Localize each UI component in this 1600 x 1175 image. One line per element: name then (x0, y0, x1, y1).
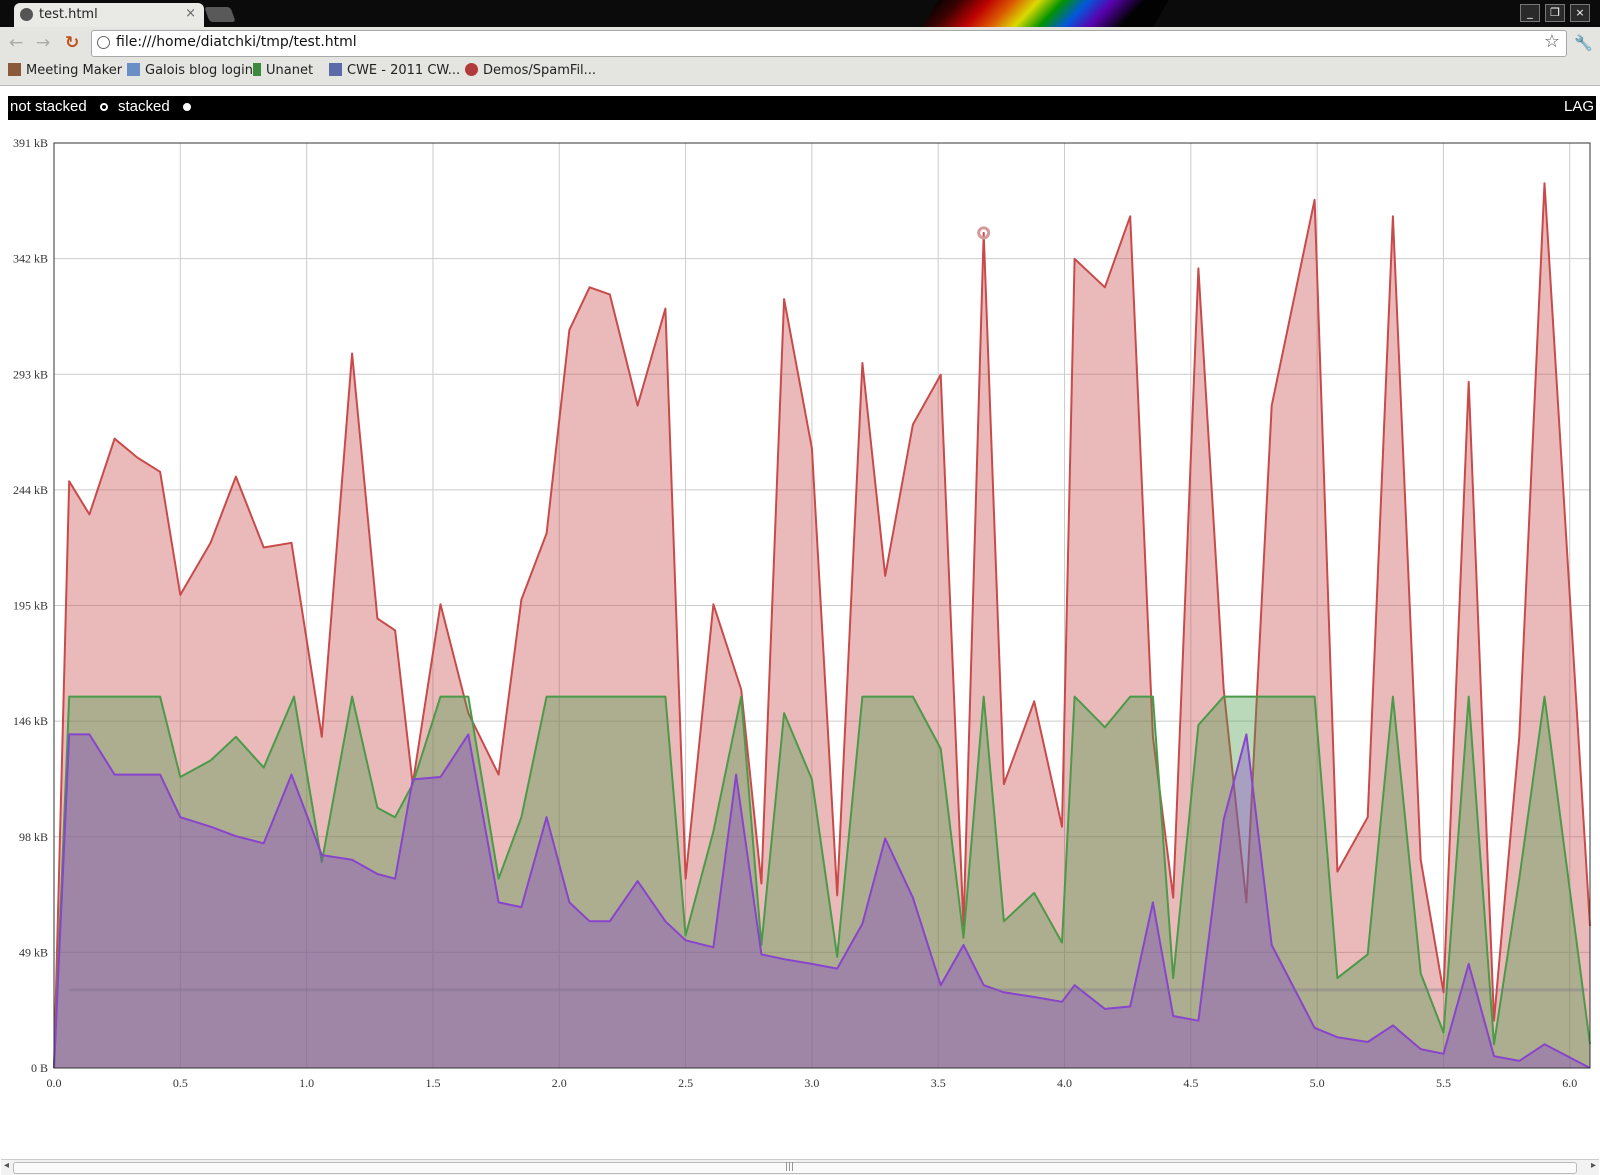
option-stacked-label: stacked (118, 98, 170, 115)
option-not-stacked-label: not stacked (10, 98, 87, 115)
purple-series-area (54, 734, 1590, 1068)
scrollbar-thumb[interactable] (13, 1162, 1577, 1174)
bookmark-favicon (127, 63, 140, 76)
lag-label: LAG (1563, 98, 1594, 115)
stacked-radio[interactable] (183, 103, 191, 111)
y-tick-label: 244 kB (13, 483, 48, 497)
x-tick-label: 0.5 (173, 1076, 188, 1090)
bookmark-label: Unanet (266, 63, 314, 78)
x-tick-label: 5.5 (1436, 1076, 1451, 1090)
green-series-area (54, 696, 1590, 1068)
new-tab-button[interactable] (204, 7, 236, 22)
y-tick-label: 146 kB (13, 714, 48, 728)
reload-icon[interactable]: ↻ (65, 33, 80, 53)
x-tick-label: 1.5 (425, 1076, 440, 1090)
bookmarks-bar: Meeting Maker Galois blog login Unanet C… (0, 59, 1600, 86)
x-tick-label: 4.5 (1183, 1076, 1198, 1090)
x-tick-label: 2.0 (552, 1076, 567, 1090)
bookmark-cwe-2011[interactable]: CWE - 2011 CW... (329, 63, 460, 81)
red-series-line (53, 182, 1591, 1069)
bookmark-favicon (329, 63, 342, 76)
decorative-wallpaper-strip (915, 0, 1175, 27)
bookmark-meeting-maker[interactable]: Meeting Maker (8, 63, 122, 81)
tab-title: test.html (39, 7, 98, 22)
title-bar: test.html × _ ❐ × (0, 0, 1600, 27)
page-globe-icon (20, 8, 33, 21)
browser-tab[interactable]: test.html × (14, 3, 204, 27)
bookmark-unanet[interactable]: Unanet (253, 63, 313, 81)
y-axis-tick-labels: 0 B 49 kB 98 kB 146 kB 195 kB 244 kB 293 kB 342… (13, 136, 48, 1075)
x-tick-label: 3.0 (804, 1076, 819, 1090)
x-tick-label: 1.0 (299, 1076, 314, 1090)
globe-icon (97, 36, 110, 49)
y-tick-label: 0 B (31, 1061, 48, 1075)
scrollbar-grip-icon: ||| (785, 1162, 795, 1172)
stacked-area-chart: 0 B 49 kB 98 kB 146 kB 195 kB 244 kB 293 kB 342… (13, 136, 1591, 1090)
address-bar[interactable]: file:///home/diatchki/tmp/test.html ☆ (91, 30, 1567, 57)
y-tick-label: 342 kB (13, 252, 48, 266)
green-series-line (53, 695, 1591, 1069)
bookmark-label: Galois blog login (145, 63, 253, 78)
bookmark-star-icon[interactable]: ☆ (1543, 31, 1560, 52)
y-tick-label: 195 kB (13, 599, 48, 613)
address-url[interactable]: file:///home/diatchki/tmp/test.html (116, 34, 357, 50)
bookmark-demos-spamfil[interactable]: Demos/SpamFil... (465, 63, 596, 81)
x-tick-label: 4.0 (1057, 1076, 1072, 1090)
scroll-left-arrow-icon[interactable]: ◂ (4, 1160, 10, 1171)
x-tick-label: 2.5 (678, 1076, 693, 1090)
chart-grid (54, 143, 1590, 1068)
y-tick-label: 49 kB (19, 945, 48, 959)
y-tick-label: 293 kB (13, 367, 48, 381)
x-tick-label: 6.0 (1562, 1076, 1577, 1090)
y-tick-label: 98 kB (19, 830, 48, 844)
not-stacked-radio[interactable] (100, 103, 108, 111)
forward-arrow-icon[interactable]: → (36, 33, 51, 53)
bookmark-label: Meeting Maker (26, 63, 123, 78)
y-tick-label: 391 kB (13, 136, 48, 150)
close-window-button[interactable]: × (1570, 4, 1590, 22)
bookmark-label: CWE - 2011 CW... (347, 63, 461, 78)
tab-close-icon[interactable]: × (185, 6, 196, 21)
plot-frame (53, 142, 1591, 1069)
minimize-button[interactable]: _ (1520, 4, 1540, 22)
bookmark-favicon (8, 63, 21, 76)
x-axis-tick-labels: 0.0 0.5 1.0 1.5 2.0 2.5 3.0 3.5 4.0 4.5 5.0 5.5 6.0 (47, 1076, 1578, 1090)
chart-series-areas (53, 182, 1591, 1069)
x-tick-label: 5.0 (1310, 1076, 1325, 1090)
purple-series-line (53, 733, 1591, 1069)
scroll-right-arrow-icon[interactable]: ▸ (1590, 1160, 1596, 1171)
x-tick-label: 3.5 (931, 1076, 946, 1090)
bookmark-label: Demos/SpamFil... (483, 63, 597, 78)
navigation-toolbar: ← → ↻ file:///home/diatchki/tmp/test.htm… (0, 27, 1600, 59)
stacking-controls-bar: not stacked stacked LAG (8, 96, 1596, 120)
horizontal-scrollbar[interactable]: ◂ ||| ▸ (1, 1159, 1599, 1175)
x-tick-label: 0.0 (47, 1076, 62, 1090)
highlight-point (977, 226, 991, 240)
wrench-icon[interactable]: 🔧 (1574, 34, 1593, 52)
bookmark-favicon (253, 63, 261, 76)
bookmark-favicon (465, 63, 478, 76)
maximize-button[interactable]: ❐ (1545, 4, 1565, 22)
back-arrow-icon[interactable]: ← (9, 33, 24, 53)
bookmark-galois-blog-login[interactable]: Galois blog login (127, 63, 253, 81)
